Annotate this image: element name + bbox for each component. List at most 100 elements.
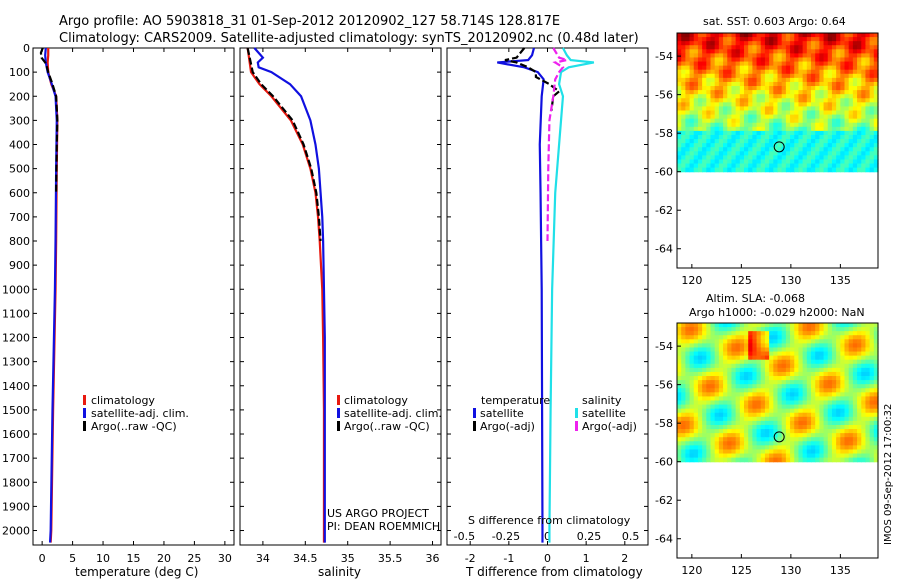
heatmap-cell <box>681 416 686 422</box>
heatmap-cell <box>685 437 691 442</box>
heatmap-cell <box>689 98 695 103</box>
heatmap-cell <box>777 94 783 99</box>
heatmap-cell <box>831 408 837 414</box>
heatmap-cell <box>727 151 733 156</box>
heatmap-cell <box>739 331 745 336</box>
heatmap-cell <box>706 57 712 63</box>
heatmap-cell <box>718 49 724 54</box>
heatmap-cell <box>744 143 749 148</box>
heatmap-cell <box>823 335 829 340</box>
heatmap-cell <box>852 347 858 353</box>
heatmap-cell <box>865 102 871 108</box>
heatmap-cell <box>764 367 770 373</box>
salinity-xlabel: salinity <box>318 565 361 579</box>
heatmap-cell <box>744 90 749 95</box>
heatmap-cell <box>744 339 749 344</box>
heatmap-cell <box>777 159 783 165</box>
x-tick-label: 25 <box>187 552 201 565</box>
heatmap-cell <box>865 49 871 54</box>
heatmap-cell <box>731 130 737 136</box>
heatmap-cell <box>710 429 716 434</box>
heatmap-cell <box>848 106 854 112</box>
heatmap-cell <box>861 155 867 161</box>
heatmap-cell <box>840 376 846 381</box>
heatmap-cell <box>677 147 682 152</box>
heatmap-cell <box>815 110 820 116</box>
heatmap-cell <box>823 424 829 430</box>
heatmap-cell <box>802 57 808 63</box>
heatmap-cell <box>710 102 716 108</box>
heatmap-cell <box>739 37 745 42</box>
heatmap-cell <box>685 404 691 410</box>
heatmap-cell <box>869 61 875 67</box>
heatmap-cell <box>731 412 737 418</box>
heatmap-cell <box>710 53 716 59</box>
heatmap-cell <box>777 126 783 132</box>
heatmap-cell <box>861 363 867 369</box>
heatmap-cell <box>748 77 753 83</box>
heatmap-cell <box>723 457 728 463</box>
heatmap-cell <box>827 437 833 442</box>
heatmap-cell <box>706 441 712 446</box>
heatmap-cell <box>869 363 875 369</box>
heatmap-cell <box>785 102 791 108</box>
heatmap-cell <box>802 392 808 398</box>
heatmap-cell <box>848 61 854 67</box>
heatmap-cell <box>702 331 707 336</box>
heatmap-cell <box>764 98 770 103</box>
heatmap-cell <box>811 151 816 156</box>
heatmap-cell <box>744 163 749 169</box>
heatmap-cell <box>802 41 808 46</box>
heatmap-cell <box>697 335 703 340</box>
heatmap-cell <box>681 90 686 95</box>
heatmap-cell <box>873 155 879 161</box>
heatmap-cell <box>873 98 879 103</box>
heatmap-cell <box>848 453 854 459</box>
heatmap-cell <box>739 114 745 120</box>
heatmap-cell <box>827 81 833 87</box>
heatmap-cell <box>869 118 875 124</box>
heatmap-cell <box>794 371 800 377</box>
heatmap-cell <box>869 53 875 59</box>
heatmap-cell <box>785 412 791 418</box>
heatmap-cell <box>831 147 837 152</box>
heatmap-cell <box>677 380 682 385</box>
heatmap-cell <box>727 106 733 112</box>
heatmap-cell <box>731 110 737 116</box>
heatmap-cell <box>777 86 783 91</box>
heatmap-cell <box>727 380 733 385</box>
heatmap-cell <box>827 343 833 349</box>
heatmap-cell <box>861 69 867 75</box>
heatmap-cell <box>811 437 816 442</box>
heatmap-cell <box>861 139 867 144</box>
heatmap-cell <box>785 134 791 140</box>
heatmap-cell <box>873 33 879 38</box>
heatmap-cell <box>739 90 745 95</box>
heatmap-cell <box>727 429 733 434</box>
heatmap-cell <box>815 49 820 54</box>
heatmap-cell <box>731 37 737 42</box>
heatmap-cell <box>689 159 695 165</box>
heatmap-cell <box>785 420 791 426</box>
heatmap-cell <box>844 363 850 369</box>
heatmap-cell <box>802 102 808 108</box>
heatmap-cell <box>873 412 879 418</box>
heatmap-cell <box>681 98 686 103</box>
heatmap-cell <box>781 331 787 336</box>
heatmap-cell <box>836 41 841 46</box>
heatmap-cell <box>827 94 833 99</box>
heatmap-cell <box>857 424 862 430</box>
temperature-axes-box <box>32 47 235 546</box>
heatmap-cell <box>861 367 867 373</box>
heatmap-cell <box>827 163 833 169</box>
heatmap-cell <box>819 376 825 381</box>
heatmap-cell <box>802 143 808 148</box>
heatmap-cell <box>702 102 707 108</box>
legend-swatch-climatology <box>83 395 86 405</box>
heatmap-cell <box>777 388 783 393</box>
heatmap-cell <box>710 37 716 42</box>
heatmap-cell <box>723 437 728 442</box>
heatmap-cell <box>790 335 795 340</box>
heatmap-cell <box>727 335 733 340</box>
heatmap-cell <box>681 49 686 54</box>
